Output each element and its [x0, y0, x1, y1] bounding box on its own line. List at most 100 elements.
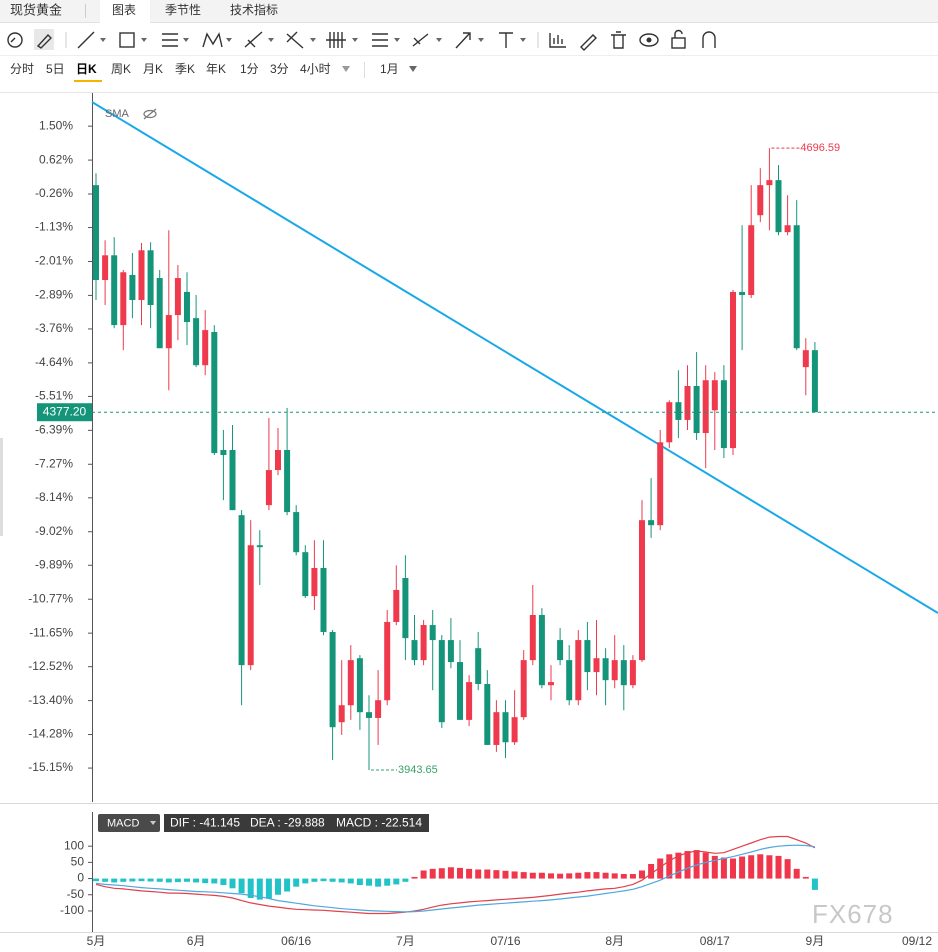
period-more[interactable]: 1月	[380, 62, 399, 76]
indicator-dropdown-label[interactable]: MACD	[107, 817, 139, 829]
candle-body	[784, 225, 791, 233]
tool-icon[interactable]	[286, 31, 316, 49]
candle-body	[720, 380, 727, 449]
tool-icon[interactable]	[671, 29, 686, 49]
period-item[interactable]: 5日	[46, 62, 65, 76]
x-tick-label: 9月	[806, 934, 825, 948]
x-tick-label: 06/16	[281, 934, 311, 948]
candle-body	[202, 330, 209, 366]
macd-bar	[429, 868, 436, 879]
candle-body	[447, 640, 454, 663]
macd-line	[95, 835, 816, 915]
macd-bar	[275, 878, 281, 895]
period-item[interactable]: 日K	[76, 62, 97, 76]
tool-icon[interactable]	[499, 32, 526, 48]
macd-bar	[420, 870, 427, 879]
candle-body	[156, 278, 163, 349]
readout-value: DEA : -29.888	[250, 816, 325, 830]
candle-body	[739, 291, 746, 296]
period-dropdown-arrow[interactable]	[409, 66, 417, 72]
period-item[interactable]: 月K	[143, 62, 163, 76]
tab[interactable]: 季节性	[165, 3, 201, 17]
tool-icon[interactable]	[580, 34, 597, 51]
candle-body	[229, 450, 236, 511]
tool-icon[interactable]	[119, 32, 147, 48]
tool-icon[interactable]	[702, 31, 716, 48]
candle-body	[93, 185, 99, 280]
tool-icon[interactable]	[372, 33, 400, 47]
tool-icon[interactable]	[549, 33, 566, 48]
candle-body	[602, 658, 609, 681]
candle-body	[256, 545, 263, 548]
readout-value: DIF : -41.145	[170, 816, 240, 830]
tool-icon[interactable]	[639, 33, 659, 47]
side-handle[interactable]	[0, 438, 3, 536]
period-item[interactable]: 1分	[240, 62, 259, 76]
period-item[interactable]: 分时	[10, 62, 34, 76]
period-item[interactable]: 季K	[175, 62, 195, 76]
period-dropdown-arrow[interactable]	[342, 66, 350, 72]
trend-line[interactable]	[91, 101, 938, 614]
macd-bar	[411, 876, 418, 879]
y-tick-label: 1.50%	[39, 118, 73, 132]
tool-icon[interactable]	[162, 33, 189, 47]
candle-body	[711, 380, 718, 411]
macd-bar	[711, 855, 718, 879]
indicator-dropdown-arrow[interactable]	[150, 821, 156, 825]
macd-bar	[438, 868, 445, 879]
tool-icon[interactable]	[7, 32, 23, 48]
low-label: 3943.65	[398, 764, 438, 776]
candle-body	[666, 402, 673, 443]
y-tick-label: -15.15%	[28, 760, 73, 774]
candle-body	[802, 350, 809, 368]
macd-bar	[174, 878, 181, 883]
candle-body	[402, 578, 409, 639]
y-tick-label: -8.14%	[35, 490, 73, 504]
macd-bar	[356, 878, 363, 886]
tab-bar	[0, 0, 938, 22]
candle-body	[111, 255, 118, 326]
visibility-icon[interactable]	[143, 108, 157, 120]
candle-body	[593, 658, 600, 673]
high-label: 4696.59	[800, 142, 840, 154]
tool-icon[interactable]	[244, 31, 274, 48]
candle-body	[702, 380, 709, 434]
macd-bar	[739, 856, 746, 879]
candle-body	[329, 631, 336, 728]
tab[interactable]: 图表	[112, 3, 136, 17]
y-tick-label: -1.13%	[35, 220, 73, 234]
tool-icon[interactable]	[77, 31, 106, 49]
period-item[interactable]: 周K	[111, 62, 131, 76]
period-item[interactable]: 年K	[206, 62, 226, 76]
tab[interactable]: 技术指标	[230, 2, 278, 17]
candle-body	[174, 278, 181, 316]
tool-icon[interactable]	[611, 31, 626, 49]
candle-body	[238, 515, 245, 666]
macd-bar	[502, 870, 509, 879]
macd-bar	[393, 878, 400, 885]
macd-bar	[466, 868, 473, 879]
y-tick-label: -50	[67, 887, 85, 901]
tool-icon[interactable]	[412, 33, 442, 47]
tool-icon[interactable]	[455, 32, 484, 49]
y-tick-label: -12.52%	[28, 659, 73, 673]
tool-icon[interactable]	[34, 29, 54, 50]
tool-icon[interactable]	[326, 32, 358, 48]
candle-body	[347, 660, 354, 706]
candle-body	[247, 545, 254, 666]
period-item[interactable]: 4小时	[300, 62, 331, 76]
indicator-dropdown[interactable]	[98, 814, 160, 832]
tool-icon[interactable]	[202, 32, 232, 48]
y-tick-label: -9.02%	[35, 524, 73, 538]
y-tick-label: -14.28%	[28, 727, 73, 741]
period-item[interactable]: 3分	[270, 62, 289, 76]
indicator-label: SMA	[105, 108, 130, 120]
macd-bar	[511, 871, 518, 879]
x-tick-label: 7月	[396, 934, 415, 948]
candle-body	[147, 250, 154, 306]
tab-title[interactable]: 现货黄金	[10, 2, 62, 17]
tab-active-bg	[100, 0, 150, 23]
macd-bar	[730, 858, 736, 879]
macd-bar	[102, 878, 109, 882]
